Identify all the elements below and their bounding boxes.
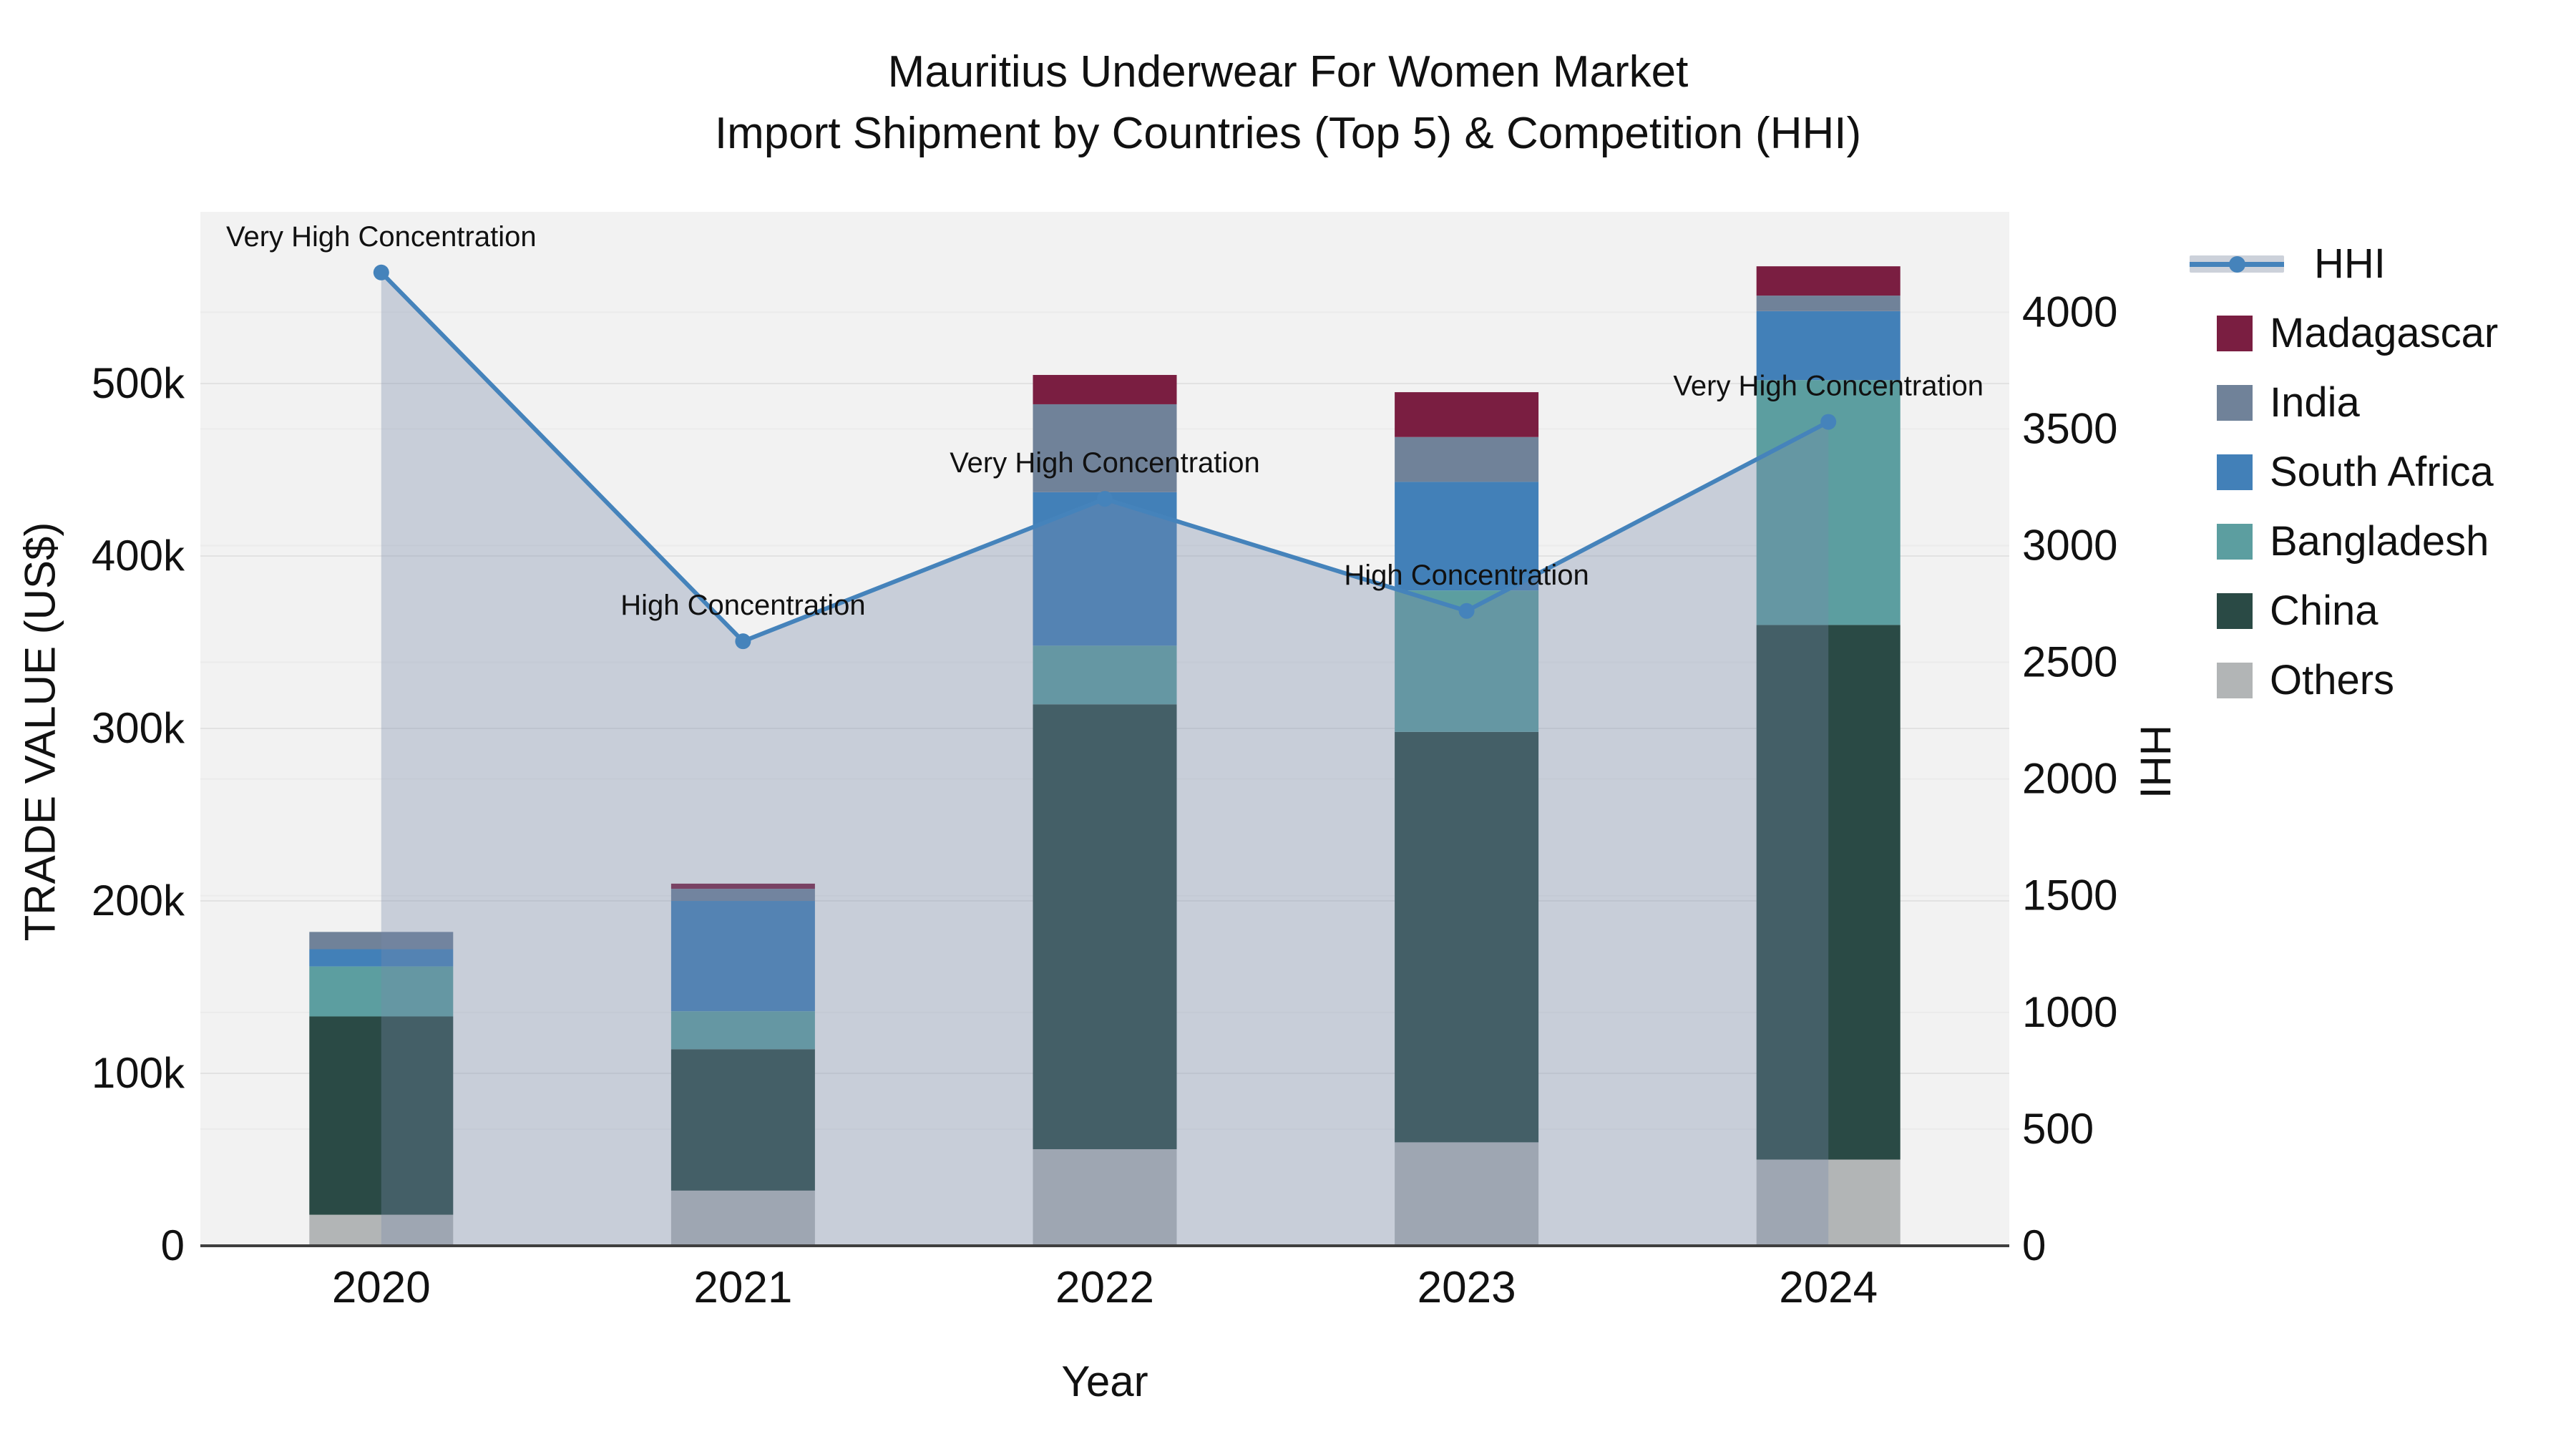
x-axis-title: Year (1061, 1357, 1148, 1405)
bar-segment-others-2024[interactable] (1756, 1159, 1901, 1246)
left-tick-label: 300k (92, 704, 185, 752)
bar-segment-india-2024[interactable] (1756, 296, 1901, 311)
chart-title-line2: Import Shipment by Countries (Top 5) & C… (714, 109, 1862, 158)
right-tick-label: 2000 (2022, 755, 2117, 803)
legend-label: Bangladesh (2270, 518, 2489, 565)
right-tick-label: 4000 (2022, 288, 2117, 336)
right-tick-label: 1500 (2022, 872, 2117, 919)
hhi-area-fill (381, 272, 1829, 1246)
bar-segment-others-2023[interactable] (1395, 1142, 1539, 1246)
bar-segment-others-2022[interactable] (1033, 1149, 1177, 1246)
left-tick-label: 500k (92, 359, 185, 407)
hhi-marker-2020[interactable] (373, 264, 389, 280)
chart-title-line1: Mauritius Underwear For Women Market (887, 47, 1689, 97)
legend-item-south-africa[interactable]: South Africa (2190, 437, 2576, 507)
bar-segment-madagascar-2022[interactable] (1033, 374, 1177, 404)
bar-segment-china-2022[interactable] (1033, 704, 1177, 1150)
right-tick-label: 1000 (2022, 988, 2117, 1036)
legend-label: Others (2270, 657, 2395, 703)
annotation-2022: Very High Concentration (950, 447, 1260, 479)
legend-item-china[interactable]: China (2190, 576, 2576, 645)
left-tick-label: 200k (92, 877, 185, 924)
bar-segment-bangladesh-2022[interactable] (1033, 645, 1177, 705)
bar-segment-china-2020[interactable] (309, 1016, 454, 1215)
bar-segment-bangladesh-2020[interactable] (309, 966, 454, 1017)
legend-line-sample-icon (2190, 255, 2284, 273)
bar-segment-china-2023[interactable] (1395, 731, 1539, 1143)
bar-segment-madagascar-2024[interactable] (1756, 266, 1901, 296)
legend-item-hhi[interactable]: HHI (2190, 229, 2576, 298)
y-axis-title-right: HHI (2131, 724, 2180, 799)
right-tick-label: 0 (2022, 1221, 2046, 1269)
bar-segment-bangladesh-2021[interactable] (670, 1011, 815, 1050)
bar-segment-south-africa-2021[interactable] (670, 901, 815, 1012)
annotation-2024: Very High Concentration (1673, 371, 1984, 402)
legend-label: India (2270, 379, 2360, 426)
hhi-marker-2022[interactable] (1097, 491, 1113, 507)
right-tick-label: 2500 (2022, 638, 2117, 686)
legend-swatch-icon (2217, 662, 2253, 698)
hhi-marker-2021[interactable] (735, 633, 751, 650)
hhi-marker-2024[interactable] (1820, 414, 1837, 430)
left-tick-label: 400k (92, 532, 185, 580)
legend-item-india[interactable]: India (2190, 368, 2576, 437)
legend-label: HHI (2314, 240, 2386, 287)
legend-item-bangladesh[interactable]: Bangladesh (2190, 507, 2576, 576)
bar-segment-india-2020[interactable] (309, 932, 454, 950)
annotation-2023: High Concentration (1344, 560, 1589, 591)
bar-segment-china-2024[interactable] (1756, 625, 1901, 1160)
bar-segment-south-africa-2020[interactable] (309, 949, 454, 967)
bar-segment-india-2023[interactable] (1395, 436, 1539, 482)
right-tick-label: 500 (2022, 1105, 2094, 1153)
bar-segment-madagascar-2023[interactable] (1395, 392, 1539, 437)
y-axis-title-left: TRADE VALUE (US$) (16, 522, 64, 942)
x-tick-label: 2022 (1055, 1263, 1154, 1312)
bar-segment-china-2021[interactable] (670, 1049, 815, 1191)
legend: HHI Madagascar India South Africa Bangladesh… (2190, 229, 2576, 715)
legend-swatch-icon (2217, 454, 2253, 490)
bar-segment-south-africa-2024[interactable] (1756, 311, 1901, 381)
right-tick-label: 3000 (2022, 521, 2117, 569)
x-tick-label: 2023 (1418, 1263, 1516, 1312)
bar-segment-others-2020[interactable] (309, 1214, 454, 1246)
bar-segment-india-2021[interactable] (670, 889, 815, 902)
x-tick-label: 2020 (332, 1263, 431, 1312)
right-tick-label: 3500 (2022, 404, 2117, 452)
legend-label: Madagascar (2270, 310, 2499, 356)
legend-swatch-icon (2217, 592, 2253, 629)
hhi-marker-2023[interactable] (1458, 602, 1475, 619)
left-tick-label: 100k (92, 1049, 185, 1097)
legend-item-madagascar[interactable]: Madagascar (2190, 298, 2576, 368)
legend-label: South Africa (2270, 449, 2494, 495)
legend-label: China (2270, 587, 2379, 634)
left-tick-label: 0 (161, 1221, 185, 1269)
bar-segment-others-2021[interactable] (670, 1190, 815, 1246)
x-tick-label: 2021 (693, 1263, 792, 1312)
x-tick-label: 2024 (1779, 1263, 1878, 1312)
bar-segment-south-africa-2023[interactable] (1395, 482, 1539, 591)
bar-segment-madagascar-2021[interactable] (670, 883, 815, 889)
bar-segment-india-2022[interactable] (1033, 404, 1177, 492)
chart-title: Mauritius Underwear For Women Market Imp… (0, 42, 2576, 165)
annotation-2021: High Concentration (620, 590, 865, 621)
legend-swatch-icon (2217, 315, 2253, 351)
legend-swatch-icon (2217, 523, 2253, 560)
annotation-2020: Very High Concentration (226, 221, 537, 253)
legend-item-others[interactable]: Others (2190, 645, 2576, 715)
legend-swatch-icon (2217, 384, 2253, 421)
